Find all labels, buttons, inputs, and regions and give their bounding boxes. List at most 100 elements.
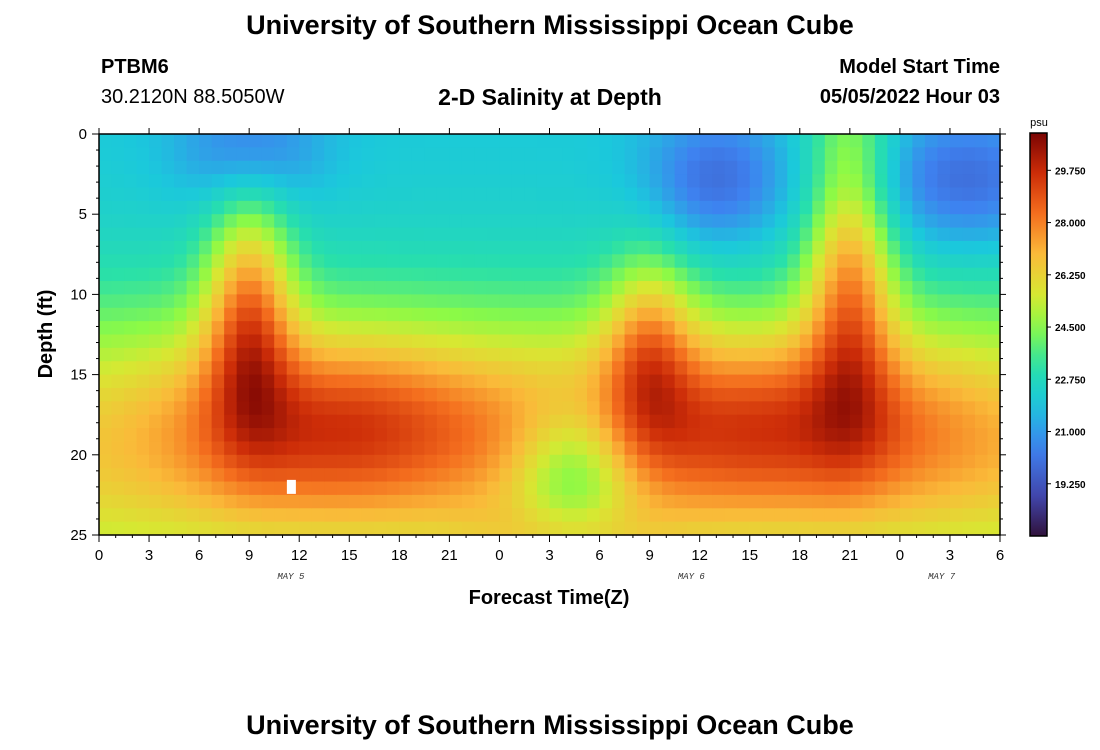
heatmap-cell bbox=[562, 334, 576, 349]
heatmap-cell bbox=[449, 321, 463, 336]
heatmap-cell bbox=[962, 160, 976, 175]
heatmap-cell bbox=[149, 200, 163, 215]
heatmap-cell bbox=[687, 468, 701, 483]
heatmap-cell bbox=[499, 281, 513, 295]
heatmap-cell bbox=[874, 267, 888, 282]
heatmap-cell bbox=[311, 294, 325, 309]
heatmap-cell bbox=[136, 147, 150, 162]
heatmap-cell bbox=[812, 307, 826, 322]
heatmap-cell bbox=[749, 321, 763, 336]
heatmap-cell bbox=[799, 254, 813, 269]
heatmap-cell bbox=[712, 374, 726, 389]
heatmap-cell bbox=[261, 254, 275, 269]
heatmap-cell bbox=[99, 334, 113, 349]
heatmap-cell bbox=[149, 508, 163, 523]
heatmap-cell bbox=[474, 441, 488, 456]
heatmap-cell bbox=[674, 321, 688, 336]
heatmap-cell bbox=[649, 401, 663, 416]
heatmap-cell bbox=[637, 481, 651, 496]
heatmap-cell bbox=[687, 521, 701, 536]
heatmap-cell bbox=[874, 454, 888, 469]
heatmap-cell bbox=[812, 214, 826, 229]
heatmap-cell bbox=[299, 347, 313, 362]
heatmap-cell bbox=[874, 307, 888, 322]
heatmap-cell bbox=[624, 240, 638, 255]
heatmap-cell bbox=[199, 321, 213, 336]
heatmap-cell bbox=[524, 174, 538, 189]
heatmap-cell bbox=[587, 160, 601, 175]
heatmap-cell bbox=[461, 281, 476, 295]
heatmap-cell bbox=[749, 428, 763, 443]
heatmap-cell bbox=[924, 307, 939, 322]
heatmap-cell bbox=[862, 160, 876, 175]
heatmap-cell bbox=[511, 374, 526, 389]
heatmap-cell bbox=[724, 134, 738, 148]
heatmap-cell bbox=[799, 494, 813, 509]
heatmap-cell bbox=[599, 160, 613, 175]
heatmap-cell bbox=[524, 307, 538, 322]
heatmap-cell bbox=[587, 347, 601, 362]
heatmap-cell bbox=[862, 281, 876, 295]
heatmap-cell bbox=[161, 174, 175, 189]
heatmap-cell bbox=[624, 187, 638, 202]
heatmap-cell bbox=[186, 454, 200, 469]
heatmap-cell bbox=[624, 321, 638, 336]
heatmap-cell bbox=[662, 508, 676, 523]
heatmap-cell bbox=[499, 441, 513, 456]
heatmap-cell bbox=[324, 374, 338, 389]
heatmap-cell bbox=[286, 374, 300, 389]
heatmap-cell bbox=[524, 374, 538, 389]
heatmap-cell bbox=[824, 361, 838, 376]
heatmap-cell bbox=[186, 307, 200, 322]
heatmap-cell bbox=[274, 267, 288, 282]
heatmap-cell bbox=[336, 147, 350, 162]
heatmap-cell bbox=[962, 374, 976, 389]
heatmap-cell bbox=[499, 454, 513, 469]
heatmap-cell bbox=[687, 174, 701, 189]
heatmap-cell bbox=[662, 187, 676, 202]
heatmap-cell bbox=[549, 387, 563, 402]
heatmap-cell bbox=[824, 521, 838, 536]
heatmap-cell bbox=[874, 481, 888, 496]
heatmap-cell bbox=[274, 200, 288, 215]
heatmap-cell bbox=[536, 307, 551, 322]
heatmap-cell bbox=[324, 147, 338, 162]
heatmap-cell bbox=[249, 494, 263, 509]
heatmap-cell bbox=[386, 321, 400, 336]
heatmap-cell bbox=[874, 414, 888, 429]
plot-title: 2-D Salinity at Depth bbox=[438, 84, 662, 110]
heatmap-cell bbox=[587, 147, 601, 162]
heatmap-cell bbox=[111, 240, 125, 255]
heatmap-cell bbox=[799, 174, 813, 189]
heatmap-cell bbox=[411, 374, 425, 389]
heatmap-cell bbox=[474, 374, 488, 389]
colorbar-tick-label: 19.250 bbox=[1055, 480, 1086, 491]
heatmap-cell bbox=[411, 200, 425, 215]
heatmap-cell bbox=[411, 147, 425, 162]
heatmap-cell bbox=[974, 494, 989, 509]
heatmap-cell bbox=[687, 227, 701, 242]
heatmap-cell bbox=[136, 281, 150, 295]
heatmap-cell bbox=[949, 294, 964, 309]
heatmap-cell bbox=[724, 147, 738, 162]
heatmap-cell bbox=[486, 494, 501, 509]
heatmap-cell bbox=[724, 441, 738, 456]
heatmap-cell bbox=[536, 160, 551, 175]
heatmap-cell bbox=[424, 174, 438, 189]
heatmap-cell bbox=[449, 187, 463, 202]
heatmap-cell bbox=[699, 294, 713, 309]
heatmap-cell bbox=[687, 254, 701, 269]
heatmap-cell bbox=[511, 454, 526, 469]
heatmap-cell bbox=[962, 361, 976, 376]
heatmap-cell bbox=[249, 441, 263, 456]
heatmap-cell bbox=[411, 428, 425, 443]
heatmap-cell bbox=[837, 187, 851, 202]
heatmap-cell bbox=[837, 454, 851, 469]
heatmap-cell bbox=[962, 468, 976, 483]
heatmap-cell bbox=[799, 294, 813, 309]
heatmap-cell bbox=[762, 281, 776, 295]
heatmap-cell bbox=[474, 387, 488, 402]
heatmap-cell bbox=[211, 214, 225, 229]
heatmap-cell bbox=[236, 294, 250, 309]
heatmap-cell bbox=[574, 307, 588, 322]
